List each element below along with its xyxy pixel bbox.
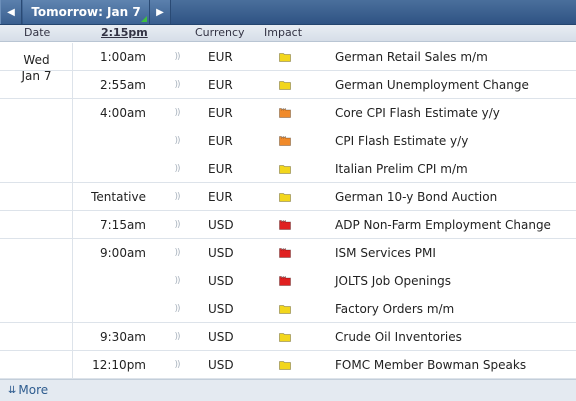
- event-row[interactable]: 12:10pm)) USD FOMC Member Bowman Speaks: [0, 351, 576, 379]
- event-time: [78, 127, 146, 155]
- event-currency: USD: [208, 274, 234, 288]
- date-day: Jan 7: [21, 69, 52, 83]
- event-time: 4:00am: [100, 106, 146, 120]
- sound-wave-icon[interactable]: )): [174, 192, 180, 202]
- impact-low-icon: [278, 295, 292, 323]
- day-tab-label: Tomorrow: Jan 7: [31, 5, 141, 19]
- sound-wave-icon[interactable]: )): [174, 360, 180, 370]
- sound-wave-icon[interactable]: )): [174, 164, 180, 174]
- impact-low-icon: [278, 351, 292, 379]
- event-title[interactable]: Italian Prelim CPI m/m: [335, 162, 468, 176]
- event-title[interactable]: German Retail Sales m/m: [335, 50, 488, 64]
- event-currency: USD: [208, 330, 234, 344]
- calendar-tab-bar: ◀ Tomorrow: Jan 7 ▶: [0, 0, 576, 25]
- sound-wave-icon[interactable]: )): [174, 108, 180, 118]
- event-time: 12:10pm: [92, 358, 146, 372]
- event-time: 9:00am: [100, 246, 146, 260]
- event-row[interactable]: )) EUR Italian Prelim CPI m/m: [0, 155, 576, 183]
- impact-low-icon: [278, 183, 292, 211]
- impact-low-icon: [278, 43, 292, 71]
- event-time: 2:55am: [100, 78, 146, 92]
- event-title[interactable]: ISM Services PMI: [335, 246, 436, 260]
- event-row[interactable]: 1:00am)) EUR German Retail Sales m/m: [0, 43, 576, 71]
- triangle-left-icon: ◀: [7, 6, 15, 18]
- event-currency: EUR: [208, 190, 233, 204]
- double-arrow-down-icon: ⇊: [8, 384, 17, 396]
- impact-medium-icon: [278, 127, 292, 155]
- event-currency: EUR: [208, 162, 233, 176]
- event-currency: USD: [208, 358, 234, 372]
- event-title[interactable]: German Unemployment Change: [335, 78, 529, 92]
- footer-bar: ⇊ More: [0, 379, 576, 401]
- event-row[interactable]: 4:00am)) EUR Core CPI Flash Estimate y/y: [0, 99, 576, 127]
- day-tab[interactable]: Tomorrow: Jan 7: [23, 0, 149, 24]
- next-day-button[interactable]: ▶: [149, 0, 171, 24]
- event-time: 1:00am: [100, 50, 146, 64]
- more-label: More: [18, 383, 49, 397]
- event-currency: EUR: [208, 50, 233, 64]
- impact-high-icon: [278, 239, 292, 267]
- event-title[interactable]: Factory Orders m/m: [335, 302, 455, 316]
- event-time: 9:30am: [100, 330, 146, 344]
- sound-wave-icon[interactable]: )): [174, 80, 180, 90]
- impact-low-icon: [278, 155, 292, 183]
- sound-wave-icon[interactable]: )): [174, 248, 180, 258]
- sound-wave-icon[interactable]: )): [174, 304, 180, 314]
- column-header: Date 2:15pm Currency Impact: [0, 25, 576, 42]
- header-date: Date: [24, 26, 51, 39]
- event-title[interactable]: JOLTS Job Openings: [335, 274, 451, 288]
- event-row[interactable]: 2:55am)) EUR German Unemployment Change: [0, 71, 576, 99]
- header-time-link[interactable]: 2:15pm: [101, 26, 148, 39]
- event-time: [78, 267, 146, 295]
- event-title[interactable]: FOMC Member Bowman Speaks: [335, 358, 527, 372]
- event-title[interactable]: ADP Non-Farm Employment Change: [335, 218, 551, 232]
- event-time: Tentative: [91, 190, 146, 204]
- event-currency: EUR: [208, 134, 233, 148]
- event-row[interactable]: )) USD Factory Orders m/m: [0, 295, 576, 323]
- sound-wave-icon[interactable]: )): [174, 332, 180, 342]
- event-time: 7:15am: [100, 218, 146, 232]
- previous-day-button[interactable]: ◀: [0, 0, 22, 24]
- impact-high-icon: [278, 267, 292, 295]
- event-currency: USD: [208, 218, 234, 232]
- event-title[interactable]: Core CPI Flash Estimate y/y: [335, 106, 500, 120]
- sound-wave-icon[interactable]: )): [174, 136, 180, 146]
- impact-low-icon: [278, 323, 292, 351]
- event-title[interactable]: Crude Oil Inventories: [335, 330, 462, 344]
- header-impact: Impact: [264, 26, 303, 39]
- more-link[interactable]: ⇊ More: [8, 383, 48, 397]
- event-time: [78, 155, 146, 183]
- sound-wave-icon[interactable]: )): [174, 220, 180, 230]
- event-title[interactable]: German 10-y Bond Auction: [335, 190, 498, 204]
- event-row[interactable]: 7:15am)) USD ADP Non-Farm Employment Chang…: [0, 211, 576, 239]
- event-row[interactable]: )) USD JOLTS Job Openings: [0, 267, 576, 295]
- impact-high-icon: [278, 211, 292, 239]
- event-row[interactable]: 9:00am)) USD ISM Services PMI: [0, 239, 576, 267]
- event-currency: EUR: [208, 106, 233, 120]
- event-row[interactable]: )) EUR CPI Flash Estimate y/y: [0, 127, 576, 155]
- event-row[interactable]: 9:30am)) USD Crude Oil Inventories: [0, 323, 576, 351]
- date-weekday: Wed: [23, 53, 50, 67]
- sound-wave-icon[interactable]: )): [174, 52, 180, 62]
- triangle-right-icon: ▶: [156, 6, 164, 18]
- event-currency: USD: [208, 302, 234, 316]
- impact-low-icon: [278, 71, 292, 99]
- event-currency: EUR: [208, 78, 233, 92]
- impact-medium-icon: [278, 99, 292, 127]
- corner-marker-icon: [141, 16, 147, 22]
- event-currency: USD: [208, 246, 234, 260]
- event-list: 1:00am)) EUR German Retail Sales m/m 2:55am…: [0, 43, 576, 379]
- sound-wave-icon[interactable]: )): [174, 276, 180, 286]
- header-currency: Currency: [195, 26, 245, 39]
- event-time: [78, 295, 146, 323]
- event-row[interactable]: Tentative)) EUR German 10-y Bond Auction: [0, 183, 576, 211]
- event-title[interactable]: CPI Flash Estimate y/y: [335, 134, 469, 148]
